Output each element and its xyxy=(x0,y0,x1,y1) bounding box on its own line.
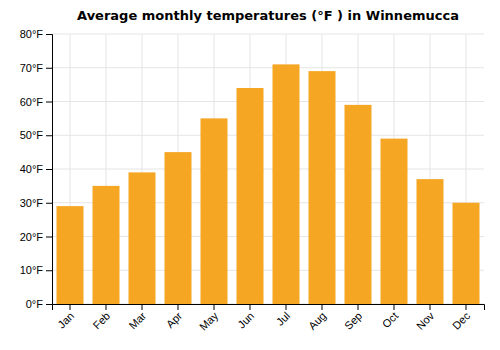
bar xyxy=(201,118,228,304)
tick: Nov xyxy=(414,304,437,332)
tick: Sep xyxy=(342,304,364,332)
tick-label: 50°F xyxy=(20,129,44,141)
tick-mark xyxy=(358,304,359,310)
tick-label: 40°F xyxy=(20,163,44,175)
grid-line xyxy=(52,169,484,170)
tick-label: Oct xyxy=(380,310,401,331)
tick: 50°F xyxy=(20,129,52,141)
tick-label: Jan xyxy=(55,310,76,331)
tick-mark xyxy=(178,304,179,310)
tick-mark xyxy=(430,304,431,310)
grid-line xyxy=(52,101,484,102)
tick: 80°F xyxy=(20,28,52,40)
tick-label: 30°F xyxy=(20,197,44,209)
grid xyxy=(52,34,484,304)
tick-mark xyxy=(46,203,52,204)
bar xyxy=(57,206,84,304)
grid-line xyxy=(52,67,484,68)
bar xyxy=(237,88,264,304)
grid-line xyxy=(52,34,484,35)
tick-label: Aug xyxy=(306,310,328,332)
tick-mark xyxy=(46,169,52,170)
tick-label: Feb xyxy=(90,310,112,332)
tick-label: 80°F xyxy=(20,28,44,40)
bar xyxy=(309,71,336,304)
tick: Feb xyxy=(90,304,112,331)
tick-mark xyxy=(394,304,395,310)
tick-label: 60°F xyxy=(20,96,44,108)
tick: 40°F xyxy=(20,163,52,175)
tick-label: May xyxy=(197,309,221,333)
grid-line xyxy=(52,135,484,136)
tick-label: Dec xyxy=(450,309,473,332)
x-axis: Jan Feb Mar Apr May Jun Jul Aug Sep Oct Nov Dec xyxy=(53,304,485,333)
tick-label: 20°F xyxy=(20,231,44,243)
tick: 10°F xyxy=(20,264,52,276)
axis-line xyxy=(53,305,485,311)
bar xyxy=(453,203,480,304)
tick: Apr xyxy=(164,304,185,330)
tick-mark xyxy=(46,68,52,69)
tick-mark xyxy=(46,270,52,271)
tick-label: 10°F xyxy=(20,264,44,276)
tick: Jan xyxy=(55,304,76,331)
bars xyxy=(57,64,480,304)
bar xyxy=(417,179,444,304)
bar xyxy=(381,139,408,304)
tick: Jul xyxy=(274,304,292,328)
bar xyxy=(273,64,300,304)
tick-mark xyxy=(142,304,143,310)
y-axis: 0°F 10°F 20°F 30°F 40°F 50°F 60°F 70°F 80°F xyxy=(20,28,53,310)
tick: 0°F xyxy=(26,298,52,310)
tick-label: Jul xyxy=(274,310,292,328)
tick-mark xyxy=(46,135,52,136)
title: Average monthly temperatures (°F ) in Wi… xyxy=(77,8,459,23)
tick: Oct xyxy=(380,304,401,330)
tick-mark xyxy=(286,304,287,310)
tick: 30°F xyxy=(20,197,52,209)
tick-mark xyxy=(46,237,52,238)
tick-mark xyxy=(46,102,52,103)
bar xyxy=(345,105,372,304)
tick: 20°F xyxy=(20,231,52,243)
tick-label: Jun xyxy=(235,310,256,331)
tick: 60°F xyxy=(20,96,52,108)
tick-mark xyxy=(46,304,52,305)
bar xyxy=(165,152,192,304)
tick-mark xyxy=(106,304,107,310)
tick-label: 0°F xyxy=(26,298,44,310)
bar xyxy=(93,186,120,304)
tick-label: Apr xyxy=(164,309,185,330)
tick-mark xyxy=(466,304,467,310)
axis-line xyxy=(46,35,53,305)
tick-mark xyxy=(214,304,215,310)
tick: Mar xyxy=(126,304,148,331)
tick-mark xyxy=(70,304,71,310)
plot: Jan Feb Mar Apr May Jun Jul Aug Sep Oct Nov Dec 0°F 1… xyxy=(20,28,485,333)
tick: Aug xyxy=(306,304,328,332)
tick: May xyxy=(197,304,221,333)
chart: Jan Feb Mar Apr May Jun Jul Aug Sep Oct Nov Dec 0°F 1… xyxy=(0,0,500,350)
bar xyxy=(129,172,156,304)
tick-label: Nov xyxy=(414,309,437,332)
tick-label: Sep xyxy=(342,310,364,332)
tick: Jun xyxy=(235,304,256,331)
tick-mark xyxy=(46,34,52,35)
tick: Dec xyxy=(450,304,473,332)
tick-mark xyxy=(322,304,323,310)
tick: 70°F xyxy=(20,62,52,74)
tick-label: Mar xyxy=(126,309,148,331)
tick-label: 70°F xyxy=(20,62,44,74)
tick-mark xyxy=(250,304,251,310)
